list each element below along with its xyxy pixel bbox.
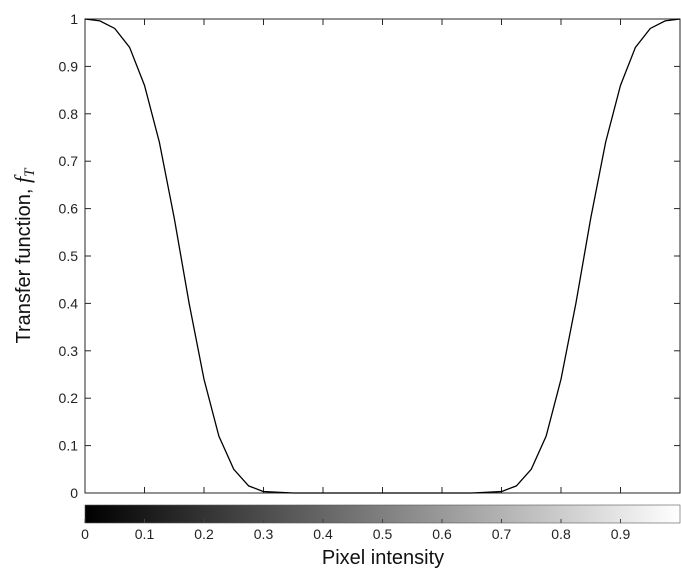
y-tick-label: 0.9 xyxy=(59,58,79,74)
y-tick-label: 0.3 xyxy=(59,343,79,359)
y-tick-label: 0.2 xyxy=(59,390,79,406)
y-tick-label: 0.4 xyxy=(59,295,79,311)
y-tick-label: 0.5 xyxy=(59,248,79,264)
x-tick-label: 0.7 xyxy=(492,526,512,542)
plot-area xyxy=(84,18,681,494)
y-tick-label: 0.8 xyxy=(59,106,79,122)
transfer-function-line xyxy=(84,18,681,494)
x-tick-label: 0.9 xyxy=(611,526,631,542)
x-tick-label: 0.4 xyxy=(313,526,333,542)
y-axis-title-subscript: T xyxy=(22,167,38,177)
x-tick-label: 0.3 xyxy=(254,526,274,542)
x-tick-label: 0.2 xyxy=(194,526,214,542)
y-axis-title-symbol: f xyxy=(10,174,35,183)
x-tick-label: 0.1 xyxy=(135,526,155,542)
y-axis-title: Transfer function, fT xyxy=(10,167,38,344)
x-tick-label: 0.5 xyxy=(373,526,393,542)
x-axis-title: Pixel intensity xyxy=(322,547,444,569)
x-tick-label: 0.8 xyxy=(551,526,571,542)
x-tick-label: 0.6 xyxy=(432,526,452,542)
y-tick-label: 0.7 xyxy=(59,153,79,169)
y-axis-ticks: 0 0.1 0.2 0.3 0.4 0.5 0.6 0.7 0.8 0.9 1 xyxy=(59,11,680,501)
y-tick-label: 0.1 xyxy=(59,438,79,454)
y-tick-label: 0.6 xyxy=(59,201,79,217)
x-tick-label: 0 xyxy=(81,526,89,542)
x-axis-ticks xyxy=(84,19,621,493)
y-tick-label: 0 xyxy=(70,485,78,501)
y-tick-label: 1 xyxy=(70,11,78,27)
y-axis-title-text: Transfer function, xyxy=(13,183,35,343)
colorbar-ticks: 0 0.1 0.2 0.3 0.4 0.5 0.6 0.7 0.8 0.9 xyxy=(81,519,630,542)
